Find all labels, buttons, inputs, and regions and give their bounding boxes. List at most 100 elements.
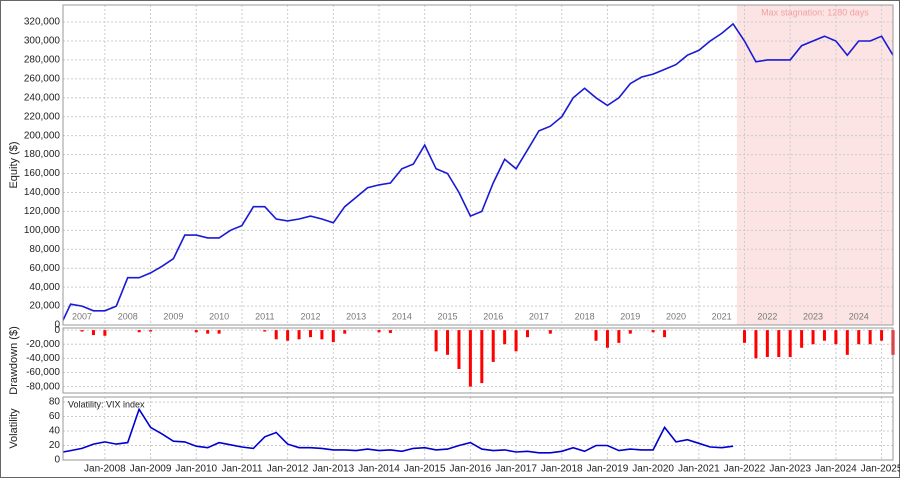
drawdown-bar <box>800 330 804 348</box>
y-tick-label: 0 <box>54 455 60 466</box>
y-tick-label: 40,000 <box>29 282 60 293</box>
drawdown-bar <box>651 330 655 333</box>
x-tick-label: Jan-2011 <box>221 464 262 475</box>
drawdown-bar <box>446 330 450 355</box>
drawdown-bar <box>91 330 95 336</box>
year-label: 2007 <box>72 311 92 321</box>
drawdown-bar <box>514 330 518 352</box>
y-tick-label: 220,000 <box>24 111 61 122</box>
y-tick-label: -40,000 <box>26 353 60 364</box>
y-tick-label: -60,000 <box>26 367 60 378</box>
x-tick-label: Jan-2012 <box>267 464 309 475</box>
x-tick-label: Jan-2019 <box>587 464 629 475</box>
x-tick-label: Jan-2015 <box>404 464 446 475</box>
drawdown-bar <box>548 330 552 334</box>
y-tick-label: 240,000 <box>24 92 61 103</box>
x-tick-label: Jan-2008 <box>84 464 126 475</box>
year-label: 2017 <box>529 311 549 321</box>
year-label: 2013 <box>346 311 366 321</box>
panel-annotation: Volatility: VIX index <box>68 399 145 409</box>
drawdown-bar <box>434 330 438 352</box>
year-label: 2016 <box>483 311 503 321</box>
y-axis-label: Drawdown ($) <box>8 326 20 394</box>
stagnation-label: Max stagnation: 1280 days <box>761 7 869 17</box>
drawdown-bar <box>149 330 153 332</box>
panel-frame <box>62 327 894 394</box>
drawdown-bar <box>834 330 838 345</box>
drawdown-bar <box>845 330 849 355</box>
drawdown-bar <box>868 330 872 345</box>
y-tick-label: 0 <box>54 325 60 336</box>
y-axis-label: Volatility <box>8 408 20 449</box>
year-label: 2023 <box>803 311 823 321</box>
drawdown-bar <box>777 330 781 357</box>
panel-frame <box>62 396 894 461</box>
x-tick-label: Jan-2016 <box>450 464 492 475</box>
y-tick-label: 60,000 <box>29 263 60 274</box>
drawdown-bar <box>137 330 141 333</box>
line-series <box>62 407 734 454</box>
year-label: 2024 <box>849 311 869 321</box>
drawdown-bar <box>274 330 278 340</box>
y-tick-label: 60 <box>49 411 61 422</box>
drawdown-bar <box>388 330 392 333</box>
y-tick-label: 20 <box>49 440 61 451</box>
drawdown-bar <box>628 330 632 334</box>
x-tick-label: Jan-2022 <box>724 464 766 475</box>
drawdown-bar <box>286 330 290 341</box>
drawdown-bar <box>194 330 198 333</box>
year-label: 2020 <box>666 311 686 321</box>
year-label: 2008 <box>118 311 138 321</box>
drawdown-bar <box>663 330 667 338</box>
drawdown-bar <box>765 330 769 357</box>
plot-area <box>63 397 893 460</box>
y-tick-label: 100,000 <box>24 225 61 236</box>
line-series <box>62 22 894 321</box>
drawdown-bar <box>880 330 884 341</box>
y-tick-label: 200,000 <box>24 130 61 141</box>
drawdown-bar <box>320 330 324 340</box>
y-tick-label: 140,000 <box>24 187 61 198</box>
drawdown-bar <box>811 330 815 345</box>
drawdown-bar <box>754 330 758 359</box>
year-label: 2021 <box>712 311 732 321</box>
x-tick-label: Jan-2017 <box>495 464 537 475</box>
drawdown-bar <box>822 330 826 341</box>
drawdown-bar <box>217 330 221 334</box>
stagnation-region <box>736 5 893 325</box>
y-tick-label: 80 <box>49 397 61 408</box>
y-tick-label: -80,000 <box>26 381 60 392</box>
y-tick-label: 320,000 <box>24 17 61 28</box>
y-tick-label: 280,000 <box>24 55 61 66</box>
y-tick-label: 20,000 <box>29 301 60 312</box>
drawdown-bar <box>617 330 621 343</box>
drawdown-bar <box>80 330 84 332</box>
y-tick-label: 160,000 <box>24 168 61 179</box>
drawdown-bar <box>594 330 598 341</box>
drawdown-bar <box>857 330 861 345</box>
y-tick-label: 180,000 <box>24 149 61 160</box>
year-label: 2018 <box>575 311 595 321</box>
drawdown-bar <box>377 330 381 333</box>
drawdown-bar <box>331 330 335 343</box>
drawdown-bar <box>743 330 747 343</box>
x-tick-label: Jan-2024 <box>815 464 857 475</box>
drawdown-bar <box>206 330 210 334</box>
x-tick-label: Jan-2023 <box>769 464 811 475</box>
year-label: 2009 <box>163 311 183 321</box>
y-tick-label: -20,000 <box>26 339 60 350</box>
drawdown-bar <box>263 330 267 332</box>
y-tick-label: 260,000 <box>24 73 61 84</box>
year-label: 2015 <box>438 311 458 321</box>
drawdown-bar <box>788 330 792 357</box>
x-tick-label: Jan-2020 <box>632 464 674 475</box>
y-tick-label: 0 <box>54 320 60 331</box>
drawdown-bar <box>468 330 472 387</box>
drawdown-bar <box>297 330 301 340</box>
x-tick-label: Jan-2014 <box>358 464 400 475</box>
x-tick-label: Jan-2009 <box>130 464 172 475</box>
year-label: 2019 <box>620 311 640 321</box>
drawdown-bar <box>491 330 495 362</box>
